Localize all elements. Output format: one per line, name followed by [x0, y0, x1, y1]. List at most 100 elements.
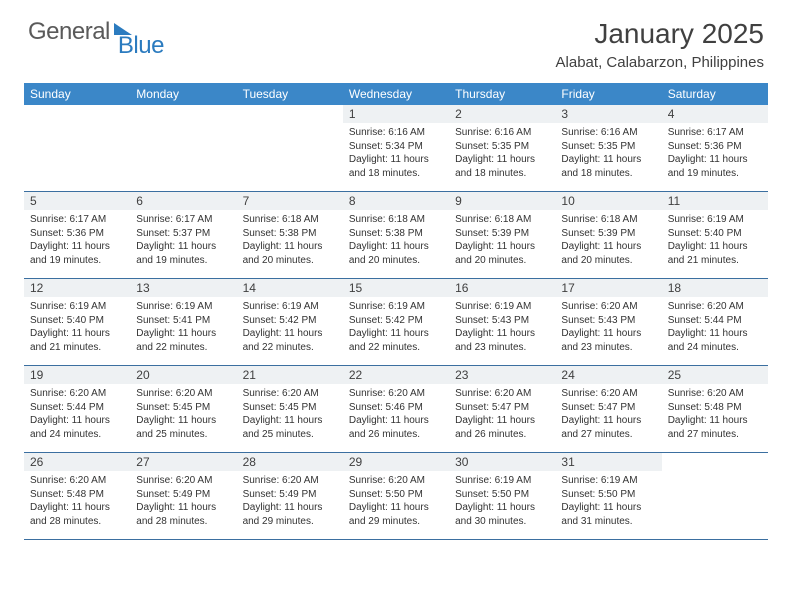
sunrise-line: Sunrise: 6:20 AM [349, 387, 443, 401]
day-cell: 20Sunrise: 6:20 AMSunset: 5:45 PMDayligh… [130, 366, 236, 452]
day-cell: 2Sunrise: 6:16 AMSunset: 5:35 PMDaylight… [449, 105, 555, 191]
day-body-empty [237, 123, 343, 183]
daylight-line: Daylight: 11 hours and 27 minutes. [561, 414, 655, 441]
day-cell: 19Sunrise: 6:20 AMSunset: 5:44 PMDayligh… [24, 366, 130, 452]
weeks-container: 1Sunrise: 6:16 AMSunset: 5:34 PMDaylight… [24, 105, 768, 540]
day-cell [130, 105, 236, 191]
day-cell: 29Sunrise: 6:20 AMSunset: 5:50 PMDayligh… [343, 453, 449, 539]
sunset-line: Sunset: 5:50 PM [349, 488, 443, 502]
day-cell: 28Sunrise: 6:20 AMSunset: 5:49 PMDayligh… [237, 453, 343, 539]
sunset-line: Sunset: 5:36 PM [30, 227, 124, 241]
sunset-line: Sunset: 5:48 PM [668, 401, 762, 415]
day-body: Sunrise: 6:19 AMSunset: 5:50 PMDaylight:… [449, 471, 555, 532]
day-cell: 8Sunrise: 6:18 AMSunset: 5:38 PMDaylight… [343, 192, 449, 278]
daylight-line: Daylight: 11 hours and 20 minutes. [455, 240, 549, 267]
day-number: 30 [449, 453, 555, 471]
title-block: January 2025 Alabat, Calabarzon, Philipp… [556, 18, 764, 71]
sunset-line: Sunset: 5:38 PM [349, 227, 443, 241]
sunset-line: Sunset: 5:40 PM [668, 227, 762, 241]
week-row: 26Sunrise: 6:20 AMSunset: 5:48 PMDayligh… [24, 453, 768, 540]
sunrise-line: Sunrise: 6:20 AM [243, 474, 337, 488]
sunset-line: Sunset: 5:50 PM [455, 488, 549, 502]
day-cell: 6Sunrise: 6:17 AMSunset: 5:37 PMDaylight… [130, 192, 236, 278]
day-header: Thursday [449, 83, 555, 105]
day-cell [24, 105, 130, 191]
sunrise-line: Sunrise: 6:20 AM [668, 300, 762, 314]
brand-part1: General [28, 18, 110, 46]
daylight-line: Daylight: 11 hours and 19 minutes. [30, 240, 124, 267]
day-body-empty [130, 123, 236, 183]
daylight-line: Daylight: 11 hours and 21 minutes. [668, 240, 762, 267]
day-cell: 31Sunrise: 6:19 AMSunset: 5:50 PMDayligh… [555, 453, 661, 539]
sunset-line: Sunset: 5:44 PM [30, 401, 124, 415]
sunset-line: Sunset: 5:42 PM [349, 314, 443, 328]
day-number-empty [24, 105, 130, 123]
day-body: Sunrise: 6:19 AMSunset: 5:43 PMDaylight:… [449, 297, 555, 358]
day-body: Sunrise: 6:17 AMSunset: 5:37 PMDaylight:… [130, 210, 236, 271]
day-body: Sunrise: 6:19 AMSunset: 5:42 PMDaylight:… [343, 297, 449, 358]
daylight-line: Daylight: 11 hours and 20 minutes. [561, 240, 655, 267]
day-body: Sunrise: 6:19 AMSunset: 5:40 PMDaylight:… [662, 210, 768, 271]
day-number: 28 [237, 453, 343, 471]
day-body: Sunrise: 6:18 AMSunset: 5:38 PMDaylight:… [343, 210, 449, 271]
day-body: Sunrise: 6:20 AMSunset: 5:49 PMDaylight:… [130, 471, 236, 532]
day-body: Sunrise: 6:19 AMSunset: 5:42 PMDaylight:… [237, 297, 343, 358]
day-cell: 15Sunrise: 6:19 AMSunset: 5:42 PMDayligh… [343, 279, 449, 365]
month-title: January 2025 [556, 18, 764, 50]
sunrise-line: Sunrise: 6:20 AM [668, 387, 762, 401]
daylight-line: Daylight: 11 hours and 24 minutes. [30, 414, 124, 441]
daylight-line: Daylight: 11 hours and 25 minutes. [136, 414, 230, 441]
day-body: Sunrise: 6:18 AMSunset: 5:39 PMDaylight:… [449, 210, 555, 271]
daylight-line: Daylight: 11 hours and 20 minutes. [243, 240, 337, 267]
day-cell: 16Sunrise: 6:19 AMSunset: 5:43 PMDayligh… [449, 279, 555, 365]
daylight-line: Daylight: 11 hours and 26 minutes. [349, 414, 443, 441]
sunrise-line: Sunrise: 6:20 AM [349, 474, 443, 488]
week-row: 19Sunrise: 6:20 AMSunset: 5:44 PMDayligh… [24, 366, 768, 453]
sunrise-line: Sunrise: 6:19 AM [668, 213, 762, 227]
day-number: 6 [130, 192, 236, 210]
day-cell: 10Sunrise: 6:18 AMSunset: 5:39 PMDayligh… [555, 192, 661, 278]
day-cell: 12Sunrise: 6:19 AMSunset: 5:40 PMDayligh… [24, 279, 130, 365]
daylight-line: Daylight: 11 hours and 19 minutes. [668, 153, 762, 180]
day-number: 10 [555, 192, 661, 210]
day-number: 17 [555, 279, 661, 297]
day-number: 13 [130, 279, 236, 297]
sunrise-line: Sunrise: 6:19 AM [136, 300, 230, 314]
day-number-empty [662, 453, 768, 471]
day-header: Monday [130, 83, 236, 105]
daylight-line: Daylight: 11 hours and 25 minutes. [243, 414, 337, 441]
day-body: Sunrise: 6:18 AMSunset: 5:39 PMDaylight:… [555, 210, 661, 271]
sunrise-line: Sunrise: 6:16 AM [349, 126, 443, 140]
sunset-line: Sunset: 5:44 PM [668, 314, 762, 328]
day-body: Sunrise: 6:19 AMSunset: 5:41 PMDaylight:… [130, 297, 236, 358]
sunrise-line: Sunrise: 6:19 AM [455, 474, 549, 488]
day-number: 8 [343, 192, 449, 210]
sunrise-line: Sunrise: 6:16 AM [455, 126, 549, 140]
day-body-empty [662, 471, 768, 531]
day-number: 5 [24, 192, 130, 210]
sunrise-line: Sunrise: 6:19 AM [243, 300, 337, 314]
day-cell: 30Sunrise: 6:19 AMSunset: 5:50 PMDayligh… [449, 453, 555, 539]
calendar-grid: SundayMondayTuesdayWednesdayThursdayFrid… [24, 83, 768, 540]
day-body: Sunrise: 6:17 AMSunset: 5:36 PMDaylight:… [662, 123, 768, 184]
daylight-line: Daylight: 11 hours and 30 minutes. [455, 501, 549, 528]
sunset-line: Sunset: 5:40 PM [30, 314, 124, 328]
day-cell: 26Sunrise: 6:20 AMSunset: 5:48 PMDayligh… [24, 453, 130, 539]
day-number: 19 [24, 366, 130, 384]
sunrise-line: Sunrise: 6:18 AM [243, 213, 337, 227]
daylight-line: Daylight: 11 hours and 20 minutes. [349, 240, 443, 267]
sunrise-line: Sunrise: 6:17 AM [136, 213, 230, 227]
day-header: Friday [555, 83, 661, 105]
day-body: Sunrise: 6:20 AMSunset: 5:48 PMDaylight:… [662, 384, 768, 445]
sunset-line: Sunset: 5:46 PM [349, 401, 443, 415]
sunrise-line: Sunrise: 6:20 AM [561, 300, 655, 314]
sunrise-line: Sunrise: 6:20 AM [561, 387, 655, 401]
brand-part2: Blue [118, 32, 164, 60]
day-number-empty [130, 105, 236, 123]
daylight-line: Daylight: 11 hours and 22 minutes. [349, 327, 443, 354]
day-body: Sunrise: 6:16 AMSunset: 5:35 PMDaylight:… [555, 123, 661, 184]
sunset-line: Sunset: 5:39 PM [561, 227, 655, 241]
sunset-line: Sunset: 5:50 PM [561, 488, 655, 502]
day-body: Sunrise: 6:18 AMSunset: 5:38 PMDaylight:… [237, 210, 343, 271]
daylight-line: Daylight: 11 hours and 19 minutes. [136, 240, 230, 267]
